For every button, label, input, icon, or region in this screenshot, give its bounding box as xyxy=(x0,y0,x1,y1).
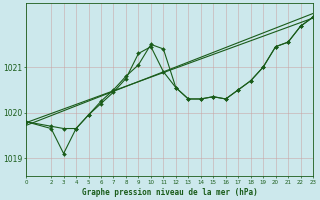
X-axis label: Graphe pression niveau de la mer (hPa): Graphe pression niveau de la mer (hPa) xyxy=(82,188,258,197)
